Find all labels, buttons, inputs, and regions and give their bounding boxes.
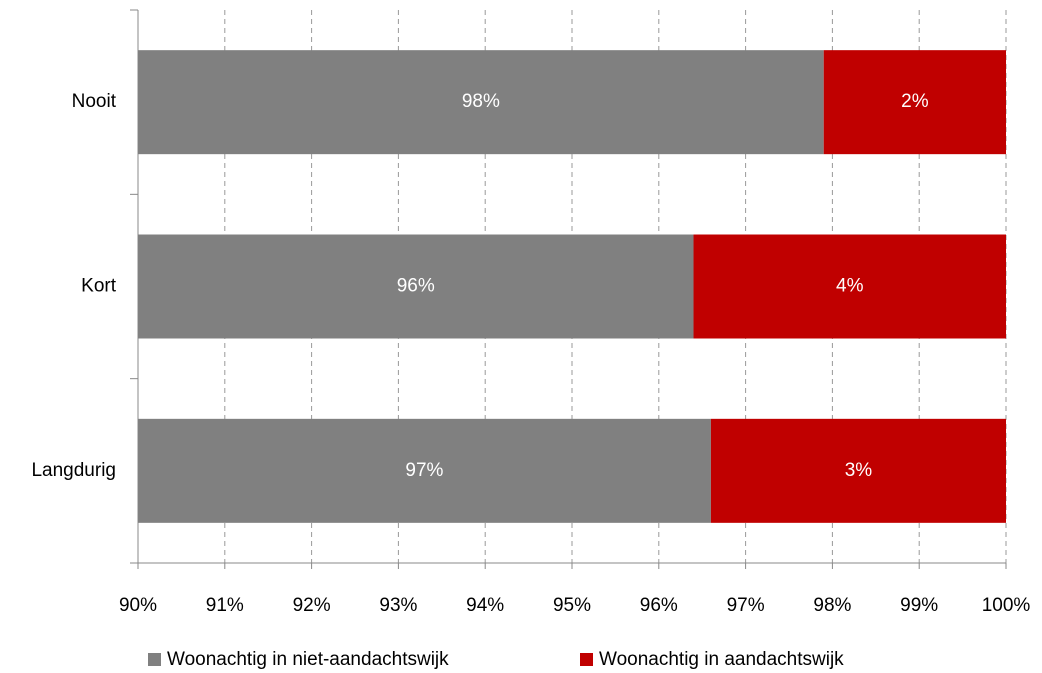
value-label: 4% xyxy=(836,276,864,297)
value-label: 2% xyxy=(901,91,929,112)
value-label: 97% xyxy=(405,460,443,481)
x-tick-label: 94% xyxy=(466,595,504,616)
x-tick-label: 91% xyxy=(206,595,244,616)
legend-swatch xyxy=(148,653,161,666)
value-label: 96% xyxy=(397,276,435,297)
x-tick-label: 97% xyxy=(727,595,765,616)
value-label: 98% xyxy=(462,91,500,112)
x-tick-label: 100% xyxy=(982,595,1031,616)
y-tick-label: Nooit xyxy=(72,91,117,112)
bar-segment xyxy=(138,234,694,339)
bar-segment xyxy=(138,50,824,155)
bar-segment xyxy=(823,50,1006,155)
x-tick-label: 90% xyxy=(119,595,157,616)
y-tick-label: Kort xyxy=(81,276,117,297)
legend-label: Woonachtig in niet-aandachtswijk xyxy=(167,649,449,670)
bar-segment xyxy=(693,234,1006,339)
x-tick-label: 99% xyxy=(900,595,938,616)
value-label: 3% xyxy=(845,460,873,481)
x-tick-label: 96% xyxy=(640,595,678,616)
bar-segment xyxy=(138,418,711,523)
legend-label: Woonachtig in aandachtswijk xyxy=(599,649,844,670)
x-tick-label: 93% xyxy=(379,595,417,616)
x-tick-label: 92% xyxy=(293,595,331,616)
legend-swatch xyxy=(580,653,593,666)
x-tick-label: 95% xyxy=(553,595,591,616)
bar-segment xyxy=(710,418,1006,523)
x-tick-label: 98% xyxy=(813,595,851,616)
y-tick-label: Langdurig xyxy=(31,460,116,481)
